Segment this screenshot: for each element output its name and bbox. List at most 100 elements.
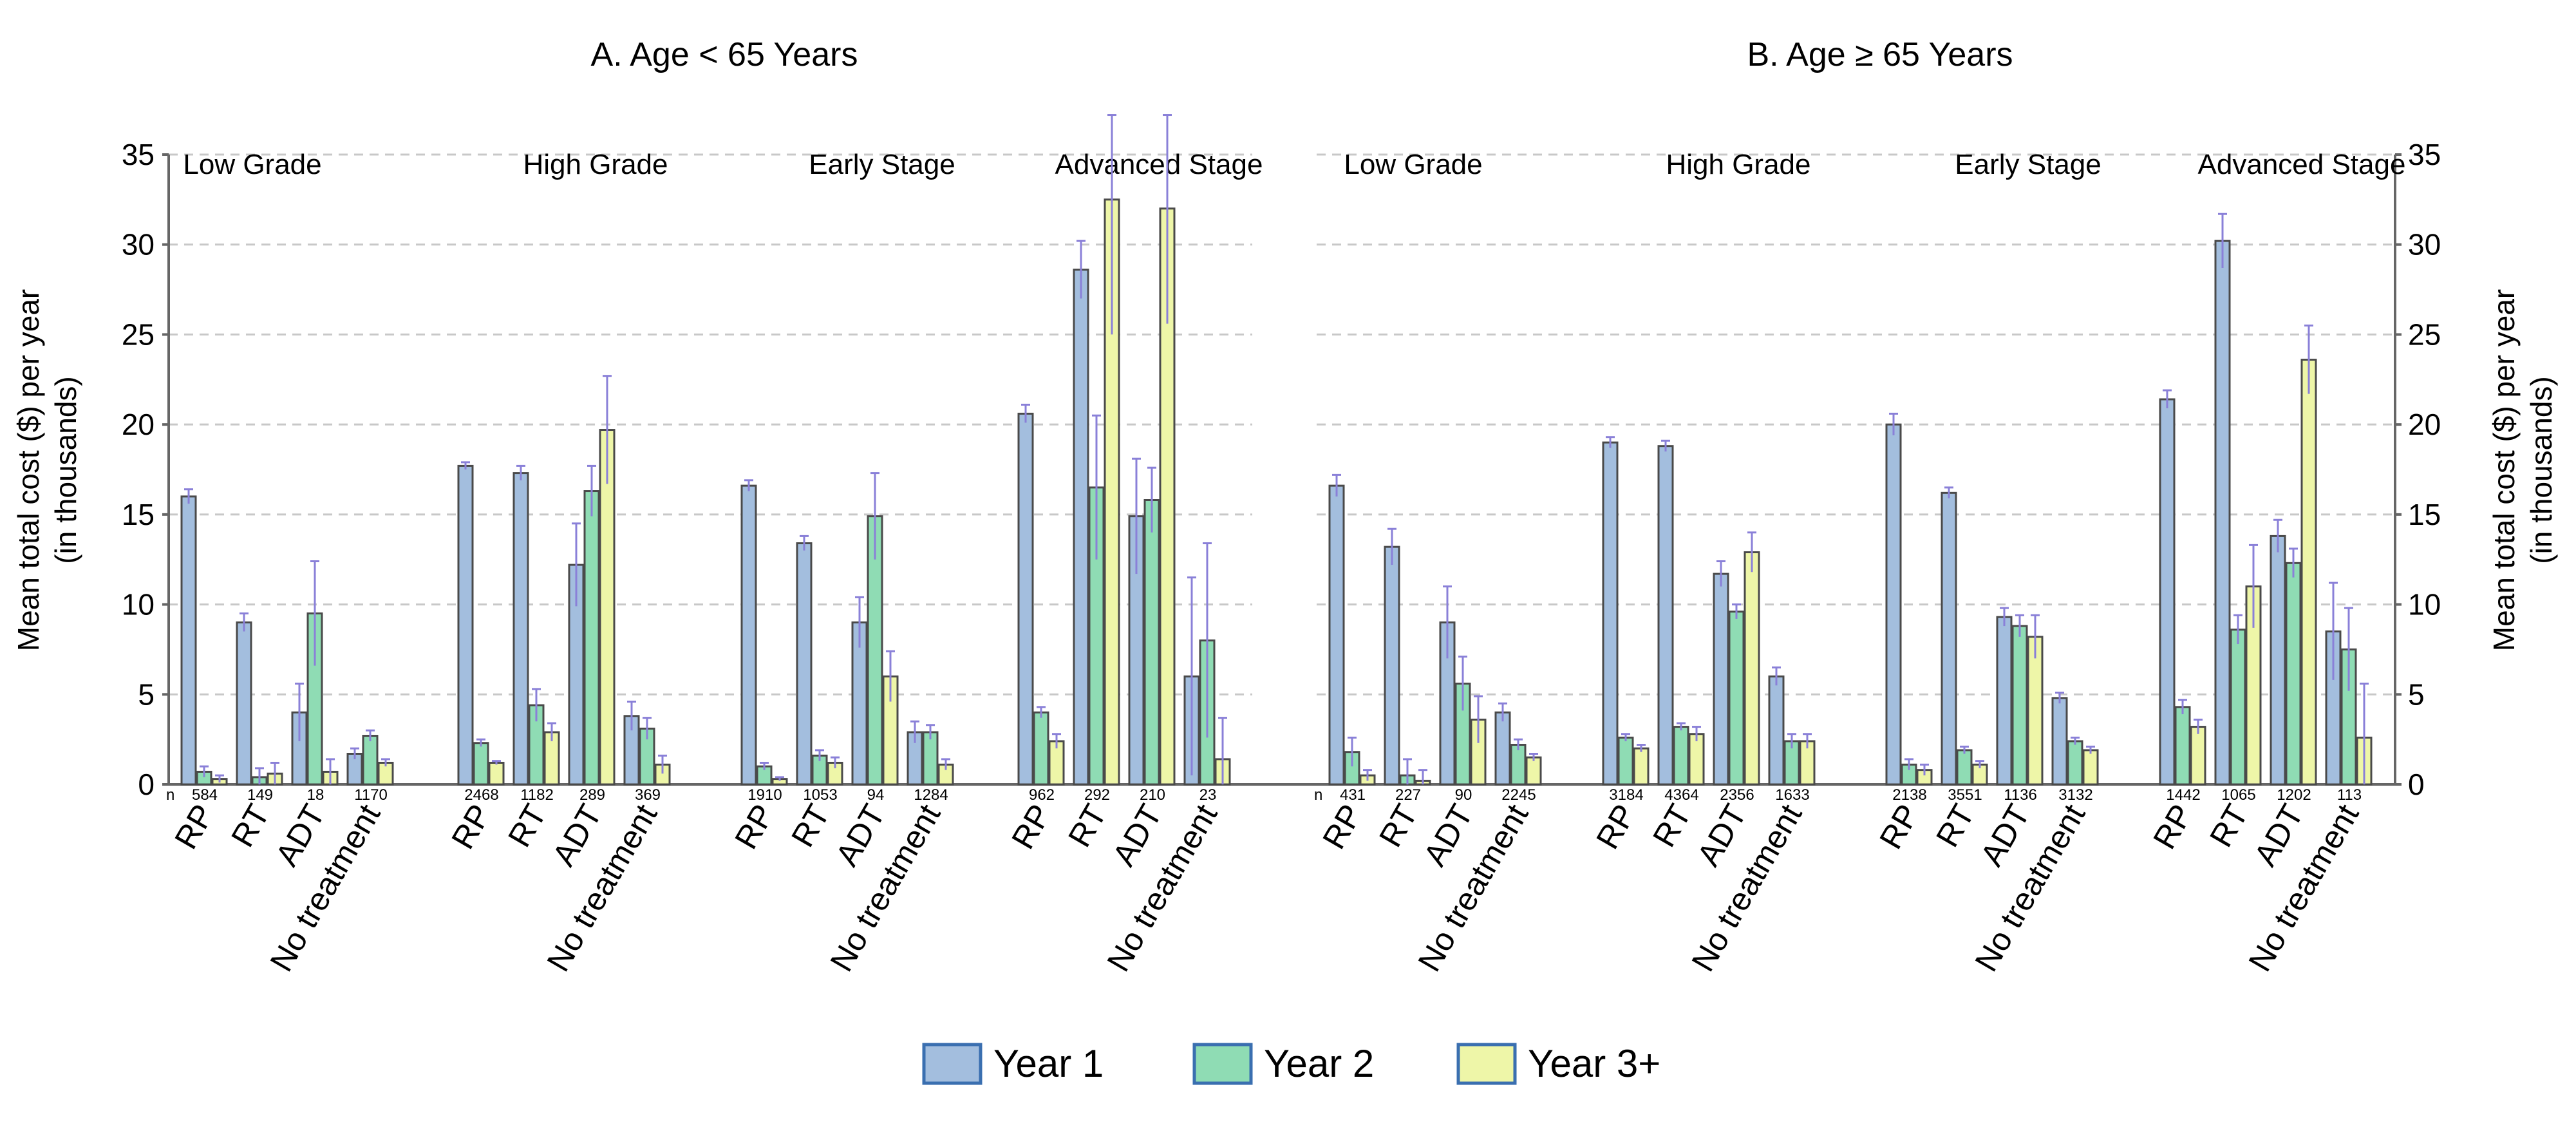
y-tick-label-left: 10: [122, 588, 155, 621]
category-label: RP: [1315, 799, 1369, 855]
bar: [473, 742, 489, 786]
n-value: 18: [307, 786, 324, 804]
bar: [362, 735, 379, 786]
bar: [922, 731, 939, 786]
legend-swatch: [922, 1043, 982, 1085]
bar: [1744, 551, 1760, 786]
n-value: 3184: [1609, 786, 1643, 804]
bar: [2174, 706, 2191, 786]
y-tick-label-right: 10: [2408, 588, 2441, 621]
n-value: 292: [1084, 786, 1110, 804]
bar: [2230, 629, 2246, 786]
bar: [2067, 740, 2083, 786]
n-value: 1910: [747, 786, 782, 804]
group-label: Advanced Stage: [1055, 149, 1263, 180]
bar: [2159, 398, 2176, 786]
legend-item: Year 3+: [1456, 1042, 1660, 1085]
bar: [2190, 726, 2206, 786]
group-label: Low Grade: [1344, 149, 1482, 180]
group-label: Low Grade: [183, 149, 321, 180]
legend-label: Year 1: [993, 1042, 1104, 1085]
y-tick-label-right: 0: [2408, 768, 2425, 801]
bar: [1073, 269, 1089, 786]
y-tick-label-left: 30: [122, 228, 155, 261]
n-value: 2356: [1720, 786, 1754, 804]
legend-swatch: [1192, 1043, 1253, 1085]
bar: [740, 484, 757, 786]
y-axis-label-line2: (in thousands): [2524, 376, 2558, 564]
y-tick-label-left: 35: [122, 138, 155, 171]
n-value: 1202: [2277, 786, 2311, 804]
category-label: RP: [1004, 799, 1058, 855]
category-label: RP: [1872, 799, 1926, 855]
y-tick-label-right: 15: [2408, 498, 2441, 531]
n-value: 1442: [2166, 786, 2200, 804]
bar: [1673, 726, 1689, 786]
bar: [1384, 545, 1400, 786]
category-label: RP: [444, 799, 498, 855]
bar: [1510, 744, 1527, 786]
n-value: 1633: [1775, 786, 1809, 804]
y-tick-label-left: 15: [122, 498, 155, 531]
category-label: RP: [167, 799, 221, 855]
bar: [583, 490, 600, 786]
legend: Year 1 Year 2 Year 3+: [922, 1042, 1660, 1085]
n-value: 90: [1455, 786, 1472, 804]
group-label: Advanced Stage: [2198, 149, 2406, 180]
bar: [1494, 711, 1511, 786]
category-label: RP: [728, 799, 781, 855]
bar: [1885, 423, 1902, 786]
y-tick-label-left: 20: [122, 408, 155, 441]
n-value: 1053: [803, 786, 837, 804]
y-tick-label-left: 0: [138, 768, 155, 801]
n-value: 431: [1340, 786, 1366, 804]
n-value: 962: [1029, 786, 1055, 804]
group-label: High Grade: [523, 149, 668, 180]
gridlines: [169, 153, 2395, 696]
category-label: RT: [784, 799, 836, 853]
n-value: 2245: [1501, 786, 1536, 804]
n-prefix: n: [166, 786, 174, 804]
bar: [1768, 675, 1785, 786]
bar: [1525, 756, 1542, 786]
category-label: RT: [501, 799, 553, 853]
y-tick-label-right: 35: [2408, 138, 2441, 171]
bar: [1688, 733, 1705, 786]
y-tick-label-left: 5: [138, 677, 155, 711]
bar: [180, 495, 197, 786]
bar: [2214, 240, 2231, 786]
y-tick-label-right: 30: [2408, 228, 2441, 261]
y-tick-label-left: 25: [122, 317, 155, 351]
n-value: 2138: [1892, 786, 1926, 804]
y-tick-label-right: 5: [2408, 677, 2425, 711]
legend-swatch: [1456, 1043, 1517, 1085]
n-value: 2468: [464, 786, 498, 804]
y-axis-title-right: Mean total cost ($) per year (in thousand…: [2487, 289, 2558, 651]
n-prefix: n: [1314, 786, 1322, 804]
bar: [1617, 736, 1634, 786]
category-label: RT: [1646, 799, 1698, 853]
category-label: RT: [224, 799, 276, 853]
legend-label: Year 3+: [1528, 1042, 1660, 1085]
n-value: 149: [247, 786, 273, 804]
